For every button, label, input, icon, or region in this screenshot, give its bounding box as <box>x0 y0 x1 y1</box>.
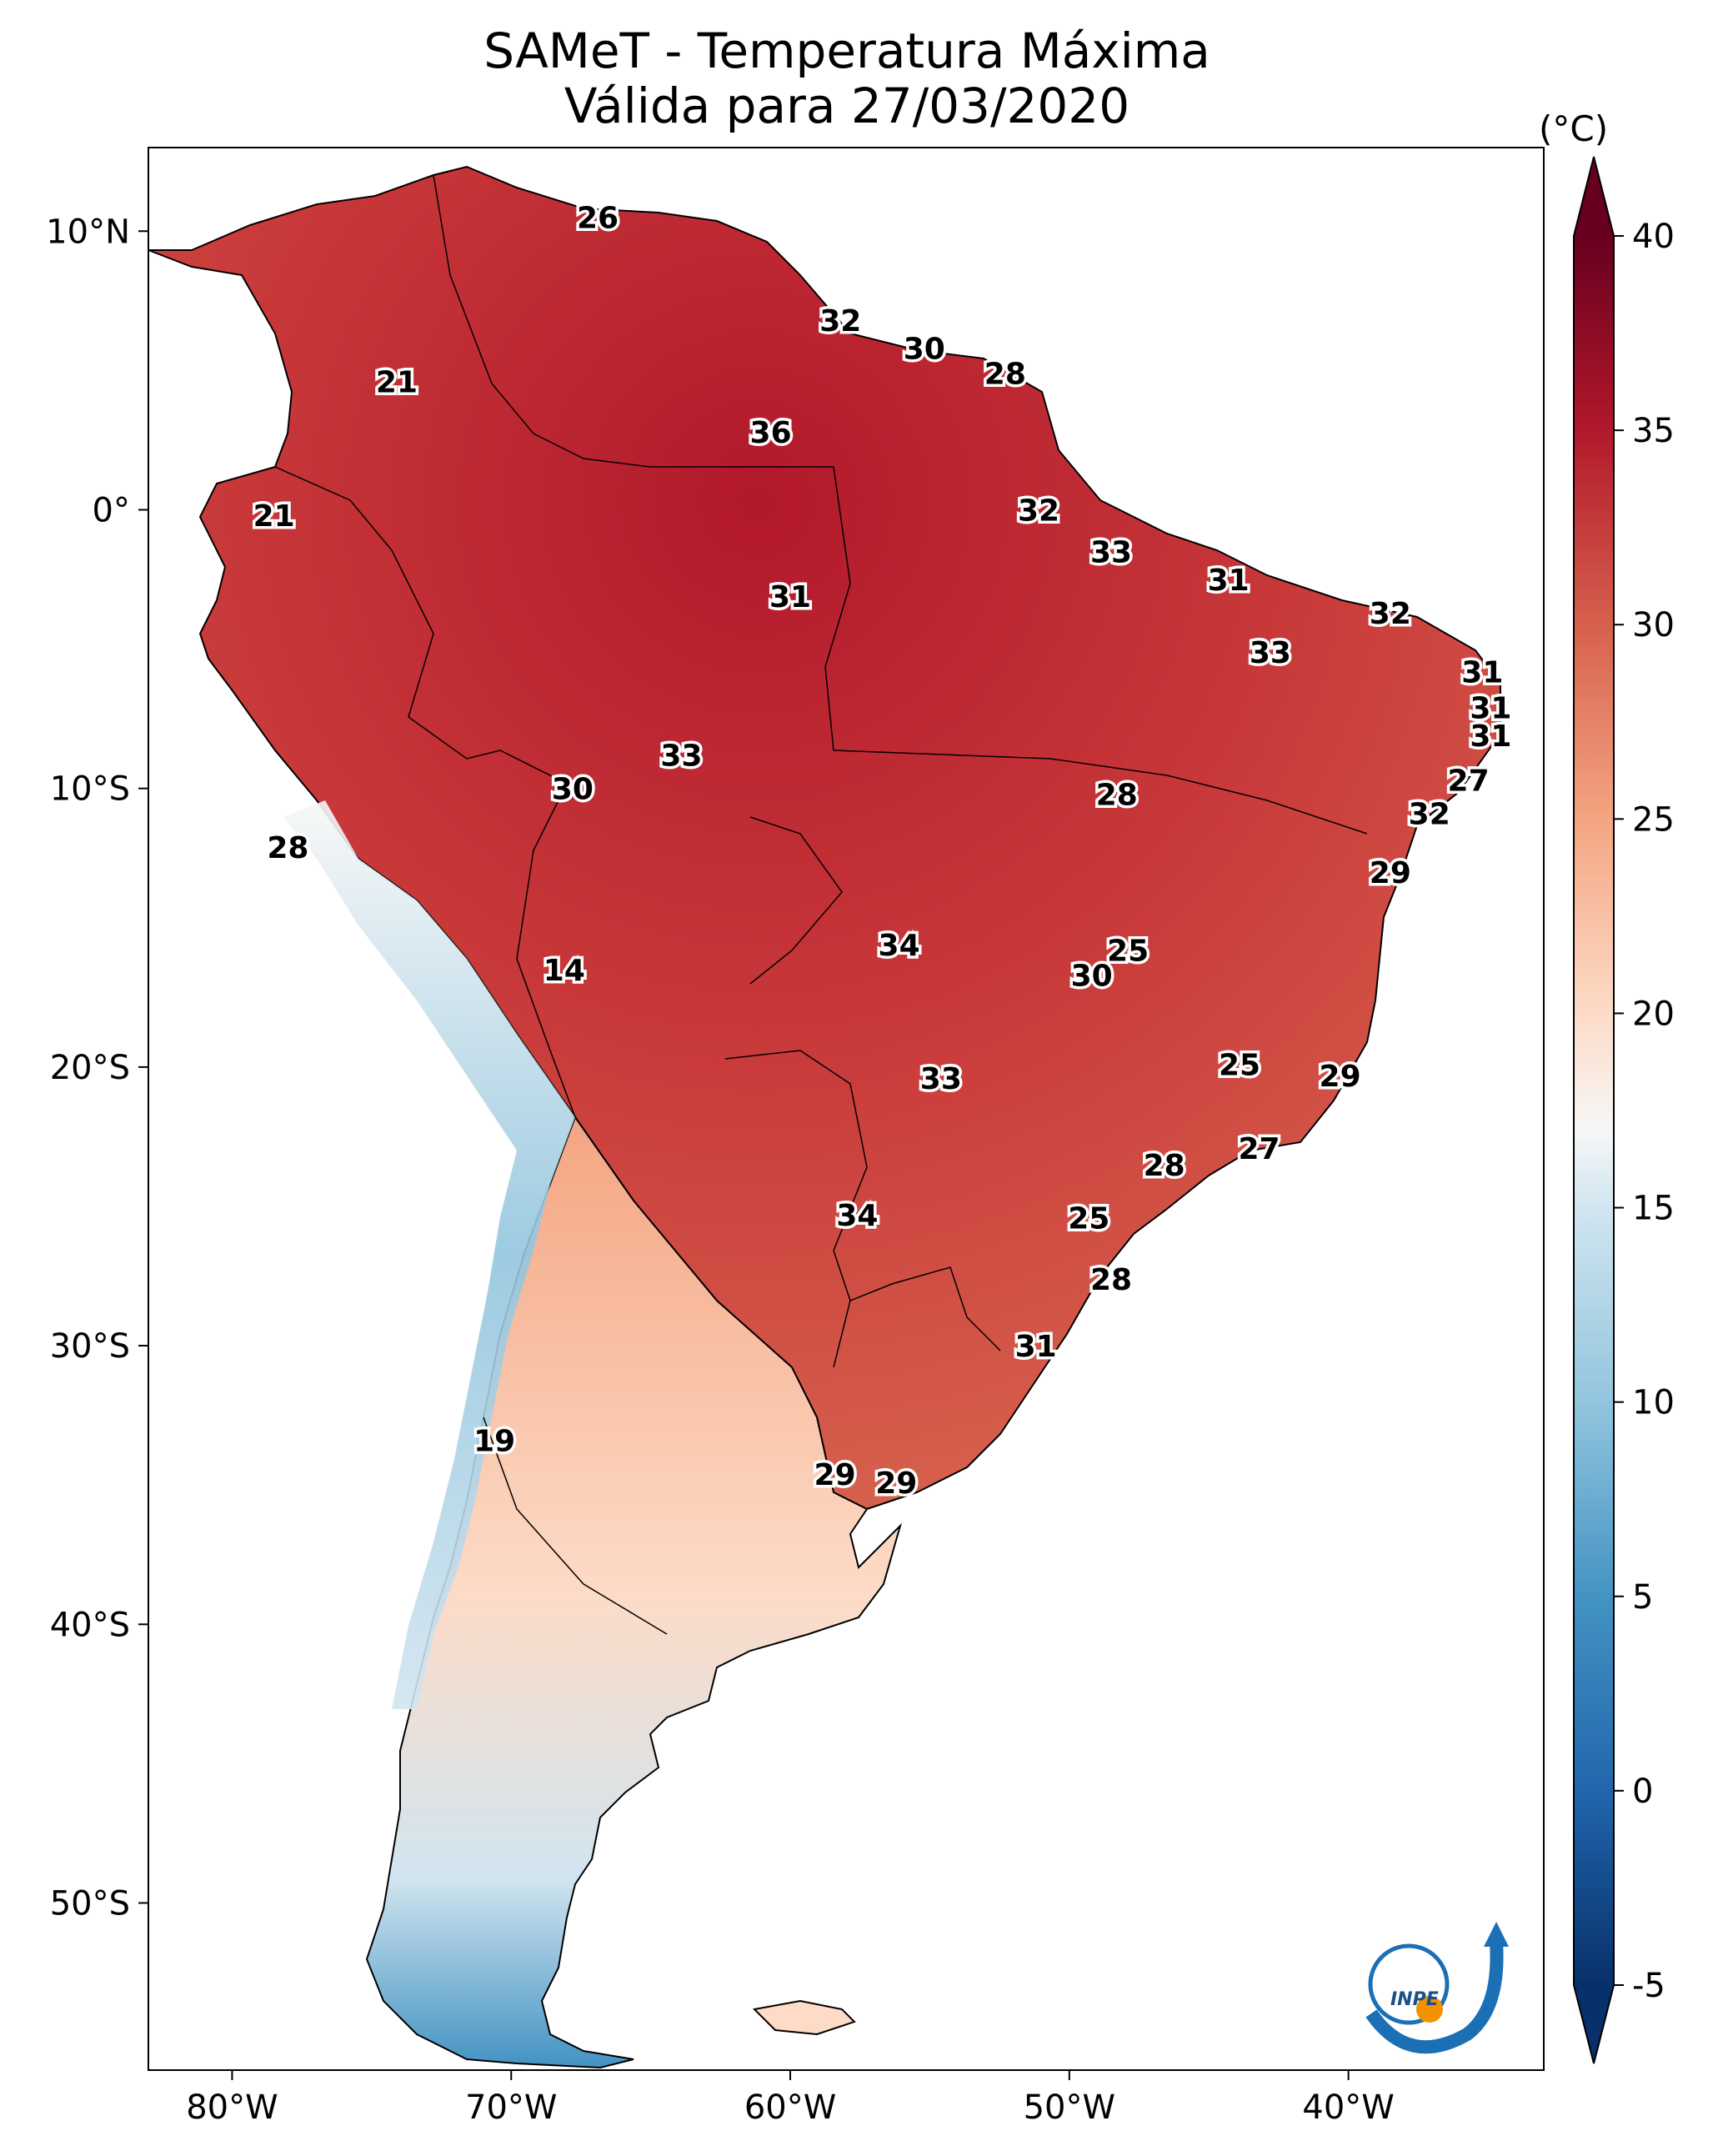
temperature-label: 33 <box>1090 536 1132 570</box>
y-tick-label: 10°N <box>46 213 130 251</box>
falkland-islands <box>752 1999 856 2036</box>
andes-band <box>283 800 575 1709</box>
logo-ring <box>1368 1943 1450 2025</box>
inpe-logo: INPE <box>1365 1922 1509 2054</box>
temperature-label: 32 <box>1409 798 1450 832</box>
border-line <box>724 1050 868 1301</box>
x-tick-label: 60°W <box>744 2088 836 2127</box>
temperature-label: 28 <box>1096 778 1138 812</box>
border-line <box>433 174 834 468</box>
temperature-label: 21 <box>253 499 295 534</box>
temperature-label: 36 <box>750 416 792 450</box>
temperature-label: 33 <box>1250 636 1291 670</box>
temperature-label: 29 <box>814 1458 856 1492</box>
temperature-label: 29 <box>1320 1060 1361 1094</box>
temperature-label: 25 <box>1219 1049 1260 1083</box>
logo-swoosh <box>1365 1942 1504 2054</box>
temperature-label: 14 <box>543 954 585 988</box>
temperature-label: 29 <box>1370 856 1411 890</box>
colorbar-min-arrow <box>1574 1985 1614 2063</box>
temperature-label: 28 <box>1090 1263 1132 1297</box>
colorbar-max-arrow <box>1574 157 1614 236</box>
y-tick-label: 20°S <box>50 1049 130 1087</box>
temperature-label: 21 <box>376 366 418 400</box>
temperature-label: 31 <box>1461 655 1503 689</box>
map-title: SAMeT - Temperatura Máxima <box>483 23 1210 79</box>
temperature-label: 34 <box>879 929 920 963</box>
colorbar-tick-label: 40 <box>1632 218 1675 256</box>
border-line <box>274 466 568 785</box>
temperature-label: 30 <box>904 333 945 367</box>
x-tick-label: 80°W <box>186 2088 278 2127</box>
colorbar: 40 35 30 25 20 15 10 5 0 -5 <box>1573 156 1675 2064</box>
colorbar-tick-label: 30 <box>1632 606 1675 644</box>
colorbar-unit: (°C) <box>1539 108 1609 149</box>
logo-text: INPE <box>1390 1989 1439 2010</box>
temperature-label: 31 <box>1470 720 1511 754</box>
temperature-label: 34 <box>836 1199 878 1233</box>
x-tick-label: 50°W <box>1024 2088 1115 2127</box>
colorbar-tick-label: 35 <box>1632 412 1675 450</box>
border-line <box>833 1266 1001 1368</box>
temperature-label: 27 <box>1238 1132 1280 1166</box>
border-line <box>483 1416 668 1635</box>
border-line <box>824 466 851 751</box>
south-america-landmass <box>148 165 1501 2069</box>
y-tick-label: 50°S <box>50 1884 130 1923</box>
y-axis: 10°N 0° 10°S 20°S 30°S 40°S 50°S <box>46 213 148 1923</box>
border-line <box>516 783 576 1118</box>
temperature-label: 33 <box>920 1062 962 1096</box>
temperature-label: 32 <box>1370 597 1411 631</box>
x-tick-label: 70°W <box>465 2088 557 2127</box>
temperature-label: 27 <box>1448 765 1490 799</box>
border-line <box>833 750 1368 835</box>
temperature-label: 25 <box>1068 1201 1109 1236</box>
temperature-label: 31 <box>1015 1330 1057 1364</box>
temperature-label: 32 <box>1018 494 1059 528</box>
temperature-label: 30 <box>1071 960 1113 994</box>
temperature-label: 30 <box>552 773 594 807</box>
map-subtitle: Válida para 27/03/2020 <box>563 78 1130 134</box>
y-tick-label: 10°S <box>50 770 130 809</box>
temperature-label: 32 <box>819 304 861 338</box>
y-tick-label: 40°S <box>50 1606 130 1644</box>
colorbar-tick-label: 25 <box>1632 800 1675 839</box>
temperature-label: 26 <box>577 202 619 236</box>
logo-dot <box>1416 1996 1443 2023</box>
logo-arrow-icon <box>1484 1922 1509 1947</box>
y-tick-label: 0° <box>93 491 130 529</box>
colorbar-tick-label: -5 <box>1632 1967 1665 2005</box>
colorbar-tick-label: 0 <box>1632 1772 1653 1811</box>
temperature-label: 25 <box>1107 935 1149 969</box>
colorbar-ticks: 40 35 30 25 20 15 10 5 0 -5 <box>1614 218 1675 2005</box>
border-line <box>749 816 843 985</box>
colorbar-tick-label: 10 <box>1632 1384 1675 1422</box>
y-tick-label: 30°S <box>50 1327 130 1366</box>
colorbar-tick-label: 20 <box>1632 995 1675 1033</box>
temperature-label: 31 <box>769 580 811 614</box>
land-tropical <box>148 165 1501 1511</box>
temperature-label: 31 <box>1208 564 1250 598</box>
temperature-label: 31 <box>1470 692 1511 726</box>
temperature-label: 33 <box>660 740 702 774</box>
country-borders <box>274 174 1368 1635</box>
temperature-label: 29 <box>875 1467 917 1501</box>
temperature-label: 28 <box>267 831 308 865</box>
temperature-label: 28 <box>984 358 1026 392</box>
colorbar-tick-label: 15 <box>1632 1190 1675 1228</box>
colorbar-tick-label: 5 <box>1632 1578 1653 1617</box>
temperature-label: 28 <box>1144 1149 1185 1183</box>
temperature-label: 19 <box>473 1425 515 1459</box>
x-tick-label: 40°W <box>1302 2088 1394 2127</box>
x-axis: 80°W 70°W 60°W 50°W 40°W <box>186 2070 1395 2127</box>
colorbar-body <box>1574 236 1614 1985</box>
